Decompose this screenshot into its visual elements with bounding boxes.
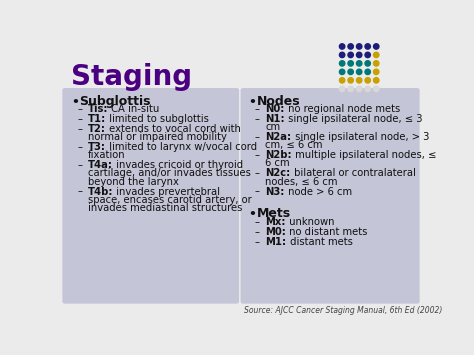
Text: N2c:: N2c: <box>265 169 291 179</box>
Circle shape <box>339 86 345 92</box>
Text: •: • <box>248 96 256 109</box>
Circle shape <box>374 69 379 75</box>
Text: bilateral or contralateral: bilateral or contralateral <box>291 169 416 179</box>
Text: N1:: N1: <box>265 114 285 124</box>
Text: T4b:: T4b: <box>88 187 113 197</box>
Circle shape <box>348 61 353 66</box>
Text: Subglottis: Subglottis <box>80 95 151 108</box>
Circle shape <box>374 52 379 58</box>
Text: node > 6 cm: node > 6 cm <box>285 187 352 197</box>
Text: Mets: Mets <box>257 207 291 220</box>
Circle shape <box>374 86 379 92</box>
Text: single ipsilateral node, > 3: single ipsilateral node, > 3 <box>292 132 429 142</box>
Text: N2b:: N2b: <box>265 151 292 160</box>
Text: –: – <box>255 169 260 179</box>
Text: –: – <box>77 104 82 114</box>
Text: invades prevertebral: invades prevertebral <box>113 187 220 197</box>
Text: –: – <box>255 187 260 197</box>
Text: beyond the larynx: beyond the larynx <box>88 176 179 187</box>
Circle shape <box>356 52 362 58</box>
Text: •: • <box>248 208 256 221</box>
Circle shape <box>348 69 353 75</box>
Text: extends to vocal cord with: extends to vocal cord with <box>106 124 241 134</box>
Text: limited to larynx w/vocal cord: limited to larynx w/vocal cord <box>106 142 257 152</box>
Circle shape <box>356 44 362 49</box>
Text: –: – <box>255 151 260 160</box>
Text: M0:: M0: <box>265 226 286 237</box>
Text: N3:: N3: <box>265 187 285 197</box>
Circle shape <box>356 69 362 75</box>
Text: nodes, ≤ 6 cm: nodes, ≤ 6 cm <box>265 176 338 187</box>
FancyBboxPatch shape <box>241 88 419 304</box>
Text: T3:: T3: <box>88 142 106 152</box>
Text: N2a:: N2a: <box>265 132 292 142</box>
Circle shape <box>348 44 353 49</box>
Text: –: – <box>77 160 82 170</box>
Text: T4a:: T4a: <box>88 160 113 170</box>
Text: –: – <box>77 187 82 197</box>
Circle shape <box>348 78 353 83</box>
Text: Mx:: Mx: <box>265 217 286 226</box>
Circle shape <box>356 61 362 66</box>
Circle shape <box>365 44 370 49</box>
Text: no regional node mets: no regional node mets <box>285 104 400 114</box>
Circle shape <box>339 61 345 66</box>
Circle shape <box>339 69 345 75</box>
Text: 6 cm: 6 cm <box>265 158 290 169</box>
Text: unknown: unknown <box>286 217 334 226</box>
Circle shape <box>348 86 353 92</box>
Text: multiple ipsilateral nodes, ≤: multiple ipsilateral nodes, ≤ <box>292 151 437 160</box>
Text: Tis:: Tis: <box>88 104 109 114</box>
Text: cm, ≤ 6 cm: cm, ≤ 6 cm <box>265 140 323 151</box>
Text: limited to subglottis: limited to subglottis <box>106 114 209 124</box>
FancyBboxPatch shape <box>63 88 239 304</box>
Text: M1:: M1: <box>265 237 286 247</box>
Text: –: – <box>255 132 260 142</box>
Circle shape <box>365 69 370 75</box>
Text: –: – <box>255 114 260 124</box>
Circle shape <box>339 52 345 58</box>
Circle shape <box>365 86 370 92</box>
Text: –: – <box>77 124 82 134</box>
Text: cm: cm <box>265 122 281 132</box>
Text: –: – <box>77 142 82 152</box>
Text: –: – <box>77 114 82 124</box>
Text: distant mets: distant mets <box>286 237 352 247</box>
Circle shape <box>374 61 379 66</box>
Circle shape <box>356 86 362 92</box>
Text: Nodes: Nodes <box>257 95 301 108</box>
Circle shape <box>374 44 379 49</box>
Circle shape <box>365 52 370 58</box>
Text: single ipsilateral node, ≤ 3: single ipsilateral node, ≤ 3 <box>285 114 422 124</box>
Text: no distant mets: no distant mets <box>286 226 368 237</box>
Circle shape <box>374 78 379 83</box>
Text: –: – <box>255 237 260 247</box>
Circle shape <box>348 52 353 58</box>
Circle shape <box>339 44 345 49</box>
Text: –: – <box>255 104 260 114</box>
Text: cartilage, and/or invades tissues: cartilage, and/or invades tissues <box>88 169 251 179</box>
Circle shape <box>356 78 362 83</box>
Circle shape <box>339 78 345 83</box>
Circle shape <box>365 78 370 83</box>
Text: –: – <box>255 226 260 237</box>
Text: T1:: T1: <box>88 114 106 124</box>
Text: space, encases carotid artery, or: space, encases carotid artery, or <box>88 195 252 205</box>
Text: N0:: N0: <box>265 104 285 114</box>
Text: Source: AJCC Cancer Staging Manual, 6th Ed (2002): Source: AJCC Cancer Staging Manual, 6th … <box>244 306 442 315</box>
Text: invades mediastinal structures: invades mediastinal structures <box>88 203 242 213</box>
Text: CA in-situ: CA in-situ <box>109 104 160 114</box>
Text: fixation: fixation <box>88 151 126 160</box>
Text: Staging: Staging <box>71 63 192 91</box>
Text: •: • <box>71 96 79 109</box>
Circle shape <box>365 61 370 66</box>
Text: T2:: T2: <box>88 124 106 134</box>
Text: –: – <box>255 217 260 226</box>
Text: invades cricoid or thyroid: invades cricoid or thyroid <box>113 160 243 170</box>
Text: normal or impaired mobility: normal or impaired mobility <box>88 132 227 142</box>
